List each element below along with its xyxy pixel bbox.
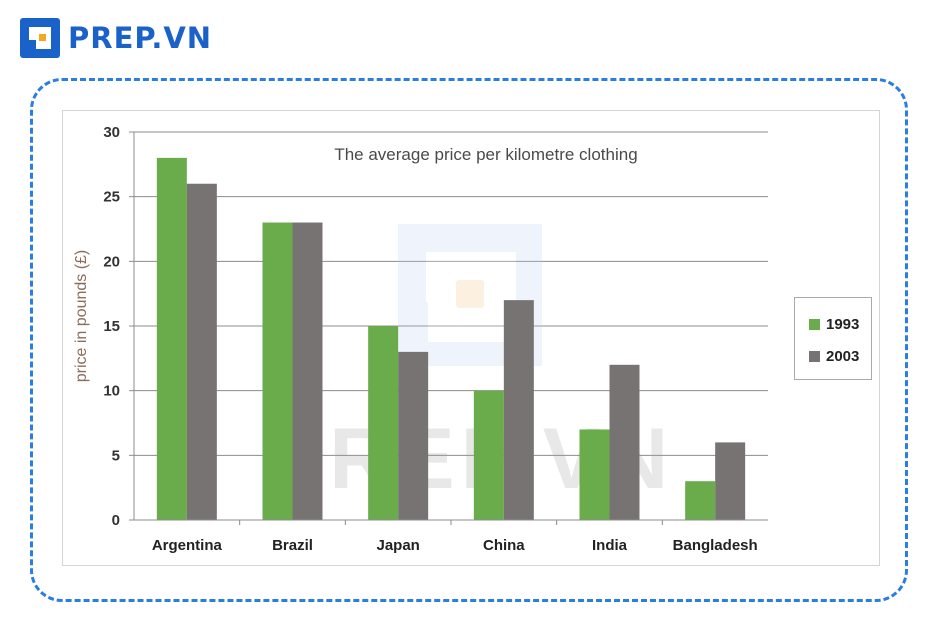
bar-china-2003	[503, 300, 534, 520]
legend-label-1993: 1993	[826, 316, 860, 333]
gridlines	[134, 131, 768, 456]
bar-india-1993	[579, 429, 610, 520]
bar-bangladesh-1993	[685, 481, 716, 520]
legend-swatch-1993	[809, 319, 820, 330]
chart-title: The average price per kilometre clothing	[334, 145, 637, 164]
legend-label-2003: 2003	[826, 348, 860, 365]
y-tick-label-10: 10	[103, 383, 120, 400]
y-tick-label-25: 25	[103, 189, 120, 206]
legend-swatch-2003	[809, 351, 820, 362]
legend-item-1993: 1993	[809, 316, 859, 333]
bar-japan-1993	[368, 326, 399, 520]
x-tick-label-india: India	[592, 537, 628, 554]
bar-china-1993	[473, 390, 504, 520]
bar-bangladesh-2003	[715, 442, 746, 520]
x-tick-label-bangladesh: Bangladesh	[673, 537, 758, 554]
bar-brazil-1993	[262, 222, 293, 521]
x-tick-label-argentina: Argentina	[152, 537, 223, 554]
brand-header: PREP.VN	[20, 18, 212, 58]
y-tick-label-0: 0	[112, 512, 120, 529]
y-tick-label-20: 20	[103, 253, 120, 270]
brand-name: PREP.VN	[68, 21, 213, 55]
bar-india-2003	[609, 364, 640, 520]
x-tick-label-brazil: Brazil	[272, 537, 313, 554]
y-tick-label-5: 5	[112, 447, 120, 464]
bar-brazil-2003	[292, 222, 323, 521]
x-tick-label-japan: Japan	[376, 537, 419, 554]
x-tick-label-china: China	[483, 537, 525, 554]
axes	[129, 131, 768, 525]
bar-japan-2003	[398, 351, 429, 520]
bar-argentina-2003	[186, 183, 217, 520]
watermark-logo-inner	[426, 252, 516, 342]
tick-labels: 0 5 10 15 20 25 30 Argentina Brazil Japan China Ind…	[103, 124, 757, 554]
bar-argentina-1993	[156, 157, 187, 520]
legend-item-2003: 2003	[809, 348, 859, 365]
y-axis-label: price in pounds (£)	[73, 250, 90, 383]
dashed-frame	[30, 78, 908, 602]
watermark-logo-dot	[456, 280, 484, 308]
y-tick-label-15: 15	[103, 318, 120, 335]
y-tick-label-30: 30	[103, 124, 120, 141]
prep-logo-icon	[20, 18, 60, 58]
bars	[156, 157, 746, 521]
legend: 1993 2003	[794, 297, 872, 380]
